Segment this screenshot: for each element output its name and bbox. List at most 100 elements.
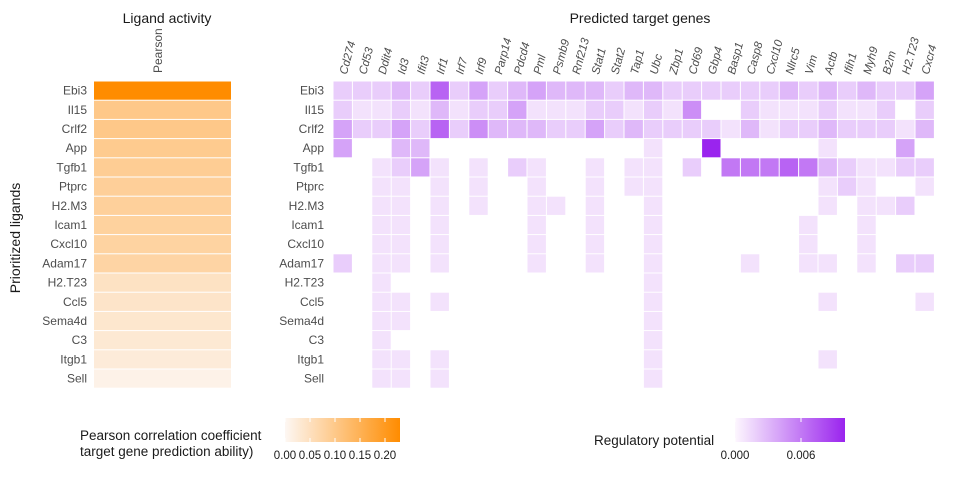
target-cell-Ebi3-Rnf213: [566, 81, 585, 100]
target-cell-Ebi3-B2m: [876, 81, 896, 100]
target-cell-Il15-Irf1: [430, 100, 449, 119]
target-cell-Cxcl10-Ubc: [643, 235, 663, 254]
gene-label-Cd274: Cd274: [338, 40, 358, 76]
target-cell-Crlf2-Stat2: [605, 119, 624, 139]
gene-label-Zbp1: Zbp1: [668, 47, 687, 76]
target-cell-App-H2.T23: [896, 139, 915, 158]
ligand-label-right-Itgb1: Itgb1: [297, 352, 324, 366]
target-cell-Il15-Pdcd4: [508, 100, 527, 119]
target-cell-H2.M3-Pml: [527, 196, 546, 215]
target-cell-Tgfb1-Irf9: [469, 158, 488, 177]
target-cell-Ebi3-Pdcd4: [508, 81, 527, 100]
gene-label-Cxcr4: Cxcr4: [920, 44, 939, 76]
target-cell-Ebi3-Ifih1: [837, 81, 857, 100]
target-cell-Crlf2-Ubc: [643, 119, 663, 139]
legend-tick-label: 0.05: [299, 450, 321, 462]
target-cell-Icam1-Stat1: [585, 215, 605, 235]
gene-labels: Cd274 Cd53 Ddit4 Id3 Ifit3 Irf1 Irf7 Irf9 Parp14…: [338, 36, 939, 77]
target-cell-Crlf2-Parp14: [488, 119, 508, 139]
ligand-label-right-Sell: Sell: [304, 372, 324, 386]
target-cell-Sell-Id3: [391, 369, 411, 388]
ligand-label-right-Il15: Il15: [305, 103, 325, 117]
target-cell-Tgfb1-Pml: [527, 158, 546, 177]
target-cell-H2.M3-Ddit4: [372, 196, 391, 215]
target-cell-Icam1-Ddit4: [372, 215, 391, 235]
pearson-cell-Cxcl10: [94, 235, 231, 254]
target-cell-Il15-B2m: [876, 100, 896, 119]
target-genes-title: Predicted target genes: [570, 10, 711, 26]
target-cell-H2.M3-Actb: [818, 196, 837, 215]
gene-label-Nlrc5: Nlrc5: [784, 46, 803, 76]
target-cell-Tgfb1-Vim: [799, 158, 818, 177]
legend-tick-label: 0.000: [721, 450, 750, 462]
target-cell-Ptprc-Ubc: [643, 177, 663, 196]
ligand-label-left-Tgfb1: Tgfb1: [56, 160, 87, 174]
target-cell-Adam17-Casp8: [740, 254, 760, 273]
target-cell-Cxcl10-Irf1: [430, 235, 449, 254]
ligand-label-right-H2.M3: H2.M3: [289, 199, 325, 213]
target-cell-Ebi3-Nlrc5: [779, 81, 799, 100]
ligand-label-left-Ccl5: Ccl5: [63, 295, 87, 309]
target-cell-Icam1-Myh9: [857, 215, 876, 235]
target-cell-Crlf2-Vim: [799, 119, 818, 139]
gene-label-Tap1: Tap1: [629, 48, 647, 75]
target-cell-Crlf2-B2m: [876, 119, 896, 139]
target-cell-Crlf2-Irf9: [469, 119, 488, 139]
target-cell-Crlf2-H2.T23: [896, 119, 915, 139]
gene-label-Vim: Vim: [804, 53, 821, 75]
target-cell-Ptprc-Stat1: [585, 177, 605, 196]
target-cell-H2.M3-Stat1: [585, 196, 605, 215]
target-cell-Sema4d-Ubc: [643, 311, 663, 331]
target-cell-Ptprc-Id3: [391, 177, 411, 196]
gene-label-Myh9: Myh9: [862, 45, 881, 76]
legend-tick-label: 0.00: [274, 450, 296, 462]
target-cell-Il15-Cxcr4: [915, 100, 934, 119]
target-cell-Ccl5-Id3: [391, 292, 411, 311]
regulatory-legend-title: Regulatory potential: [594, 433, 714, 448]
target-cell-Il15-Myh9: [857, 100, 876, 119]
target-cell-Crlf2-Actb: [818, 119, 837, 139]
target-cell-App-Id3: [391, 139, 411, 158]
target-cell-Adam17-Cxcr4: [915, 254, 934, 273]
target-cell-Il15-Vim: [799, 100, 818, 119]
target-cell-Crlf2-Ifit3: [411, 119, 430, 139]
target-cell-C3-Ddit4: [372, 331, 391, 350]
target-cell-Ebi3-Cd274: [333, 81, 352, 100]
target-cell-Tgfb1-Irf1: [430, 158, 449, 177]
gene-label-Casp8: Casp8: [745, 40, 765, 76]
pearson-cell-Sell: [94, 369, 231, 388]
target-cell-H2.M3-Ubc: [643, 196, 663, 215]
ligand-label-left-Itgb1: Itgb1: [60, 352, 87, 366]
gene-label-Irf1: Irf1: [435, 57, 451, 76]
target-cell-Tgfb1-Basp1: [721, 158, 740, 177]
target-cell-Adam17-H2.T23: [896, 254, 915, 273]
gene-label-Pdcd4: Pdcd4: [513, 41, 533, 76]
target-cell-Crlf2-Casp8: [740, 119, 760, 139]
target-cell-Adam17-Ddit4: [372, 254, 391, 273]
target-cell-Tgfb1-Nlrc5: [779, 158, 799, 177]
ligand-label-right-Sema4d: Sema4d: [279, 314, 324, 328]
target-cell-Adam17-Stat1: [585, 254, 605, 273]
target-cell-Il15-Ifih1: [837, 100, 857, 119]
target-cell-Ebi3-H2.T23: [896, 81, 915, 100]
target-cell-Adam17-Id3: [391, 254, 411, 273]
target-cell-Ebi3-Myh9: [857, 81, 876, 100]
target-cell-Ebi3-Stat1: [585, 81, 605, 100]
target-cell-Ebi3-Ddit4: [372, 81, 391, 100]
ligand-label-left-Crlf2: Crlf2: [62, 122, 88, 136]
target-cell-Ebi3-Vim: [799, 81, 818, 100]
target-cell-Ptprc-Actb: [818, 177, 837, 196]
target-cell-Sema4d-Ddit4: [372, 311, 391, 331]
target-cell-Adam17-Ubc: [643, 254, 663, 273]
target-cell-Sell-Irf1: [430, 369, 449, 388]
ligand-label-right-Ebi3: Ebi3: [300, 84, 324, 98]
ligand-label-left-Ebi3: Ebi3: [63, 84, 87, 98]
target-cell-Crlf2-Cd69: [682, 119, 702, 139]
target-cell-Tgfb1-H2.T23: [896, 158, 915, 177]
target-cell-Ptprc-Irf9: [469, 177, 488, 196]
target-cell-Sema4d-Id3: [391, 311, 411, 331]
target-cell-Itgb1-Id3: [391, 350, 411, 369]
target-cell-Crlf2-Cxcr4: [915, 119, 934, 139]
target-cell-Tgfb1-Ddit4: [372, 158, 391, 177]
target-cell-H2.M3-Irf9: [469, 196, 488, 215]
